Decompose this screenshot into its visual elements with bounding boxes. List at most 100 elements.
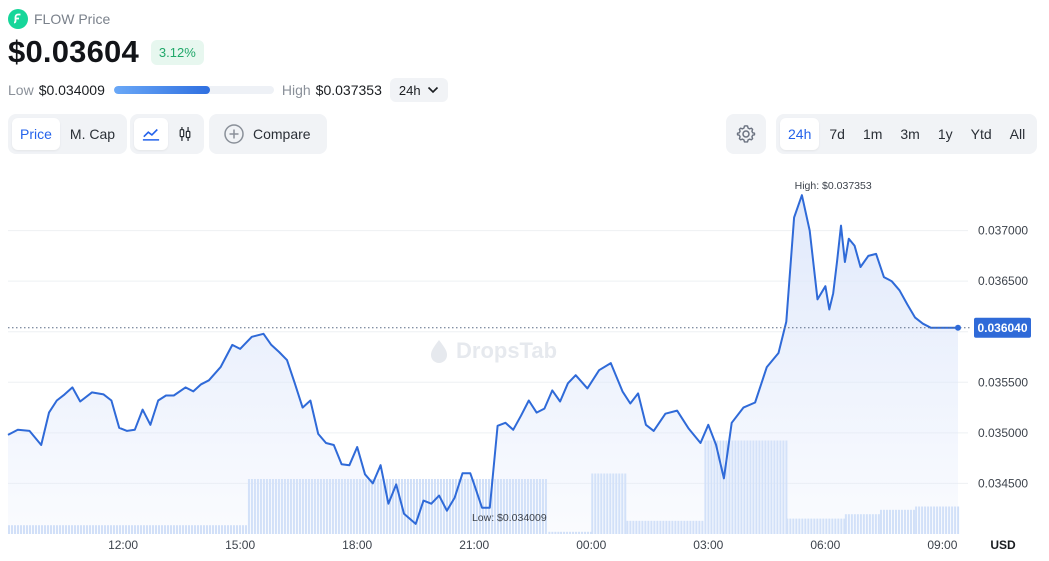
settings-button[interactable] bbox=[730, 118, 762, 150]
volume-bar bbox=[343, 479, 346, 534]
volume-bar bbox=[728, 440, 731, 534]
volume-bar bbox=[164, 525, 166, 534]
volume-bar bbox=[885, 509, 888, 534]
volume-bar bbox=[541, 479, 544, 534]
volume-bar bbox=[544, 479, 547, 534]
compare-button[interactable]: Compare bbox=[213, 118, 323, 150]
volume-bar bbox=[647, 520, 650, 534]
volume-bar bbox=[569, 531, 572, 534]
volume-bar bbox=[668, 520, 671, 534]
volume-bar bbox=[807, 518, 810, 534]
volume-bar bbox=[560, 531, 563, 534]
volume-bar bbox=[487, 479, 490, 534]
volume-bar bbox=[364, 479, 367, 534]
volume-bar bbox=[212, 525, 214, 534]
volume-bar bbox=[436, 479, 439, 534]
volume-bar bbox=[590, 531, 593, 534]
volume-bar bbox=[158, 525, 160, 534]
volume-bar bbox=[227, 525, 229, 534]
volume-bar bbox=[20, 525, 22, 534]
tab-market-cap[interactable]: M. Cap bbox=[69, 126, 116, 142]
volume-bar bbox=[430, 479, 433, 534]
volume-bar bbox=[32, 525, 34, 534]
volume-bar bbox=[621, 473, 624, 534]
timeframe-7d[interactable]: 7d bbox=[829, 126, 845, 142]
volume-bar bbox=[397, 479, 400, 534]
x-tick-label: 18:00 bbox=[342, 538, 372, 552]
volume-bar bbox=[200, 525, 202, 534]
volume-bar bbox=[508, 479, 511, 534]
timeframe-ytd[interactable]: Ytd bbox=[970, 126, 992, 142]
volume-bar bbox=[286, 479, 289, 534]
volume-bar bbox=[575, 531, 578, 534]
timeframe-3m[interactable]: 3m bbox=[900, 126, 920, 142]
low-label: Low bbox=[8, 82, 34, 98]
volume-bar bbox=[74, 525, 76, 534]
current-price-dot bbox=[955, 324, 961, 331]
volume-bar bbox=[110, 525, 112, 534]
current-price-tag bbox=[974, 317, 1031, 338]
volume-bar bbox=[626, 520, 629, 534]
volume-bar bbox=[454, 479, 457, 534]
x-tick-label: 00:00 bbox=[576, 538, 606, 552]
volume-bar bbox=[957, 506, 960, 534]
volume-bar bbox=[776, 440, 779, 534]
x-tick-label: 12:00 bbox=[108, 538, 138, 552]
tab-price[interactable]: Price bbox=[12, 118, 60, 150]
volume-bar bbox=[502, 479, 505, 534]
volume-bar bbox=[828, 518, 831, 534]
volume-bar bbox=[280, 479, 283, 534]
volume-bar bbox=[677, 520, 680, 534]
volume-bar bbox=[789, 518, 792, 534]
volume-bar bbox=[116, 525, 118, 534]
volume-bar bbox=[361, 479, 364, 534]
volume-bar bbox=[847, 514, 850, 534]
volume-bar bbox=[352, 479, 355, 534]
line-chart-button[interactable] bbox=[134, 118, 168, 150]
candlestick-chart-button[interactable] bbox=[170, 118, 200, 150]
volume-bar bbox=[954, 506, 957, 534]
volume-bar bbox=[53, 525, 55, 534]
volume-bar bbox=[310, 479, 313, 534]
volume-bar bbox=[584, 531, 587, 534]
volume-bar bbox=[948, 506, 951, 534]
volume-bar bbox=[218, 525, 220, 534]
volume-bar bbox=[915, 506, 918, 534]
volume-bar bbox=[385, 479, 388, 534]
volume-bar bbox=[298, 479, 301, 534]
volume-bar bbox=[764, 440, 767, 534]
volume-bar bbox=[247, 479, 250, 534]
volume-bar bbox=[355, 479, 358, 534]
volume-bar bbox=[149, 525, 151, 534]
volume-bar bbox=[722, 440, 725, 534]
volume-bar bbox=[894, 509, 897, 534]
line-chart-icon bbox=[142, 128, 160, 141]
high-value: $0.037353 bbox=[315, 82, 382, 98]
volume-bar bbox=[128, 525, 130, 534]
volume-bar bbox=[578, 531, 581, 534]
volume-bar bbox=[253, 479, 256, 534]
flow-logo-icon bbox=[8, 9, 28, 29]
volume-bar bbox=[472, 479, 475, 534]
volume-bar bbox=[271, 479, 274, 534]
volume-bar bbox=[865, 514, 868, 534]
timeframe-24h[interactable]: 24h bbox=[780, 118, 820, 150]
volume-bar bbox=[671, 520, 674, 534]
volume-bar bbox=[379, 479, 382, 534]
volume-bar bbox=[597, 473, 600, 534]
volume-bar bbox=[758, 440, 761, 534]
range-period-select[interactable]: 24h bbox=[389, 78, 448, 102]
volume-bar bbox=[563, 531, 566, 534]
timeframe-1m[interactable]: 1m bbox=[862, 126, 883, 142]
range-period-value: 24h bbox=[398, 82, 421, 98]
timeframe-1y[interactable]: 1y bbox=[937, 126, 953, 142]
volume-bar bbox=[394, 479, 397, 534]
low-annotation: Low: $0.034009 bbox=[472, 512, 547, 524]
volume-bar bbox=[17, 525, 19, 534]
volume-bar bbox=[259, 479, 262, 534]
timeframe-all[interactable]: All bbox=[1009, 126, 1026, 142]
volume-bar bbox=[538, 479, 541, 534]
volume-bar bbox=[945, 506, 948, 534]
volume-bar bbox=[448, 479, 451, 534]
volume-bar bbox=[656, 520, 659, 534]
